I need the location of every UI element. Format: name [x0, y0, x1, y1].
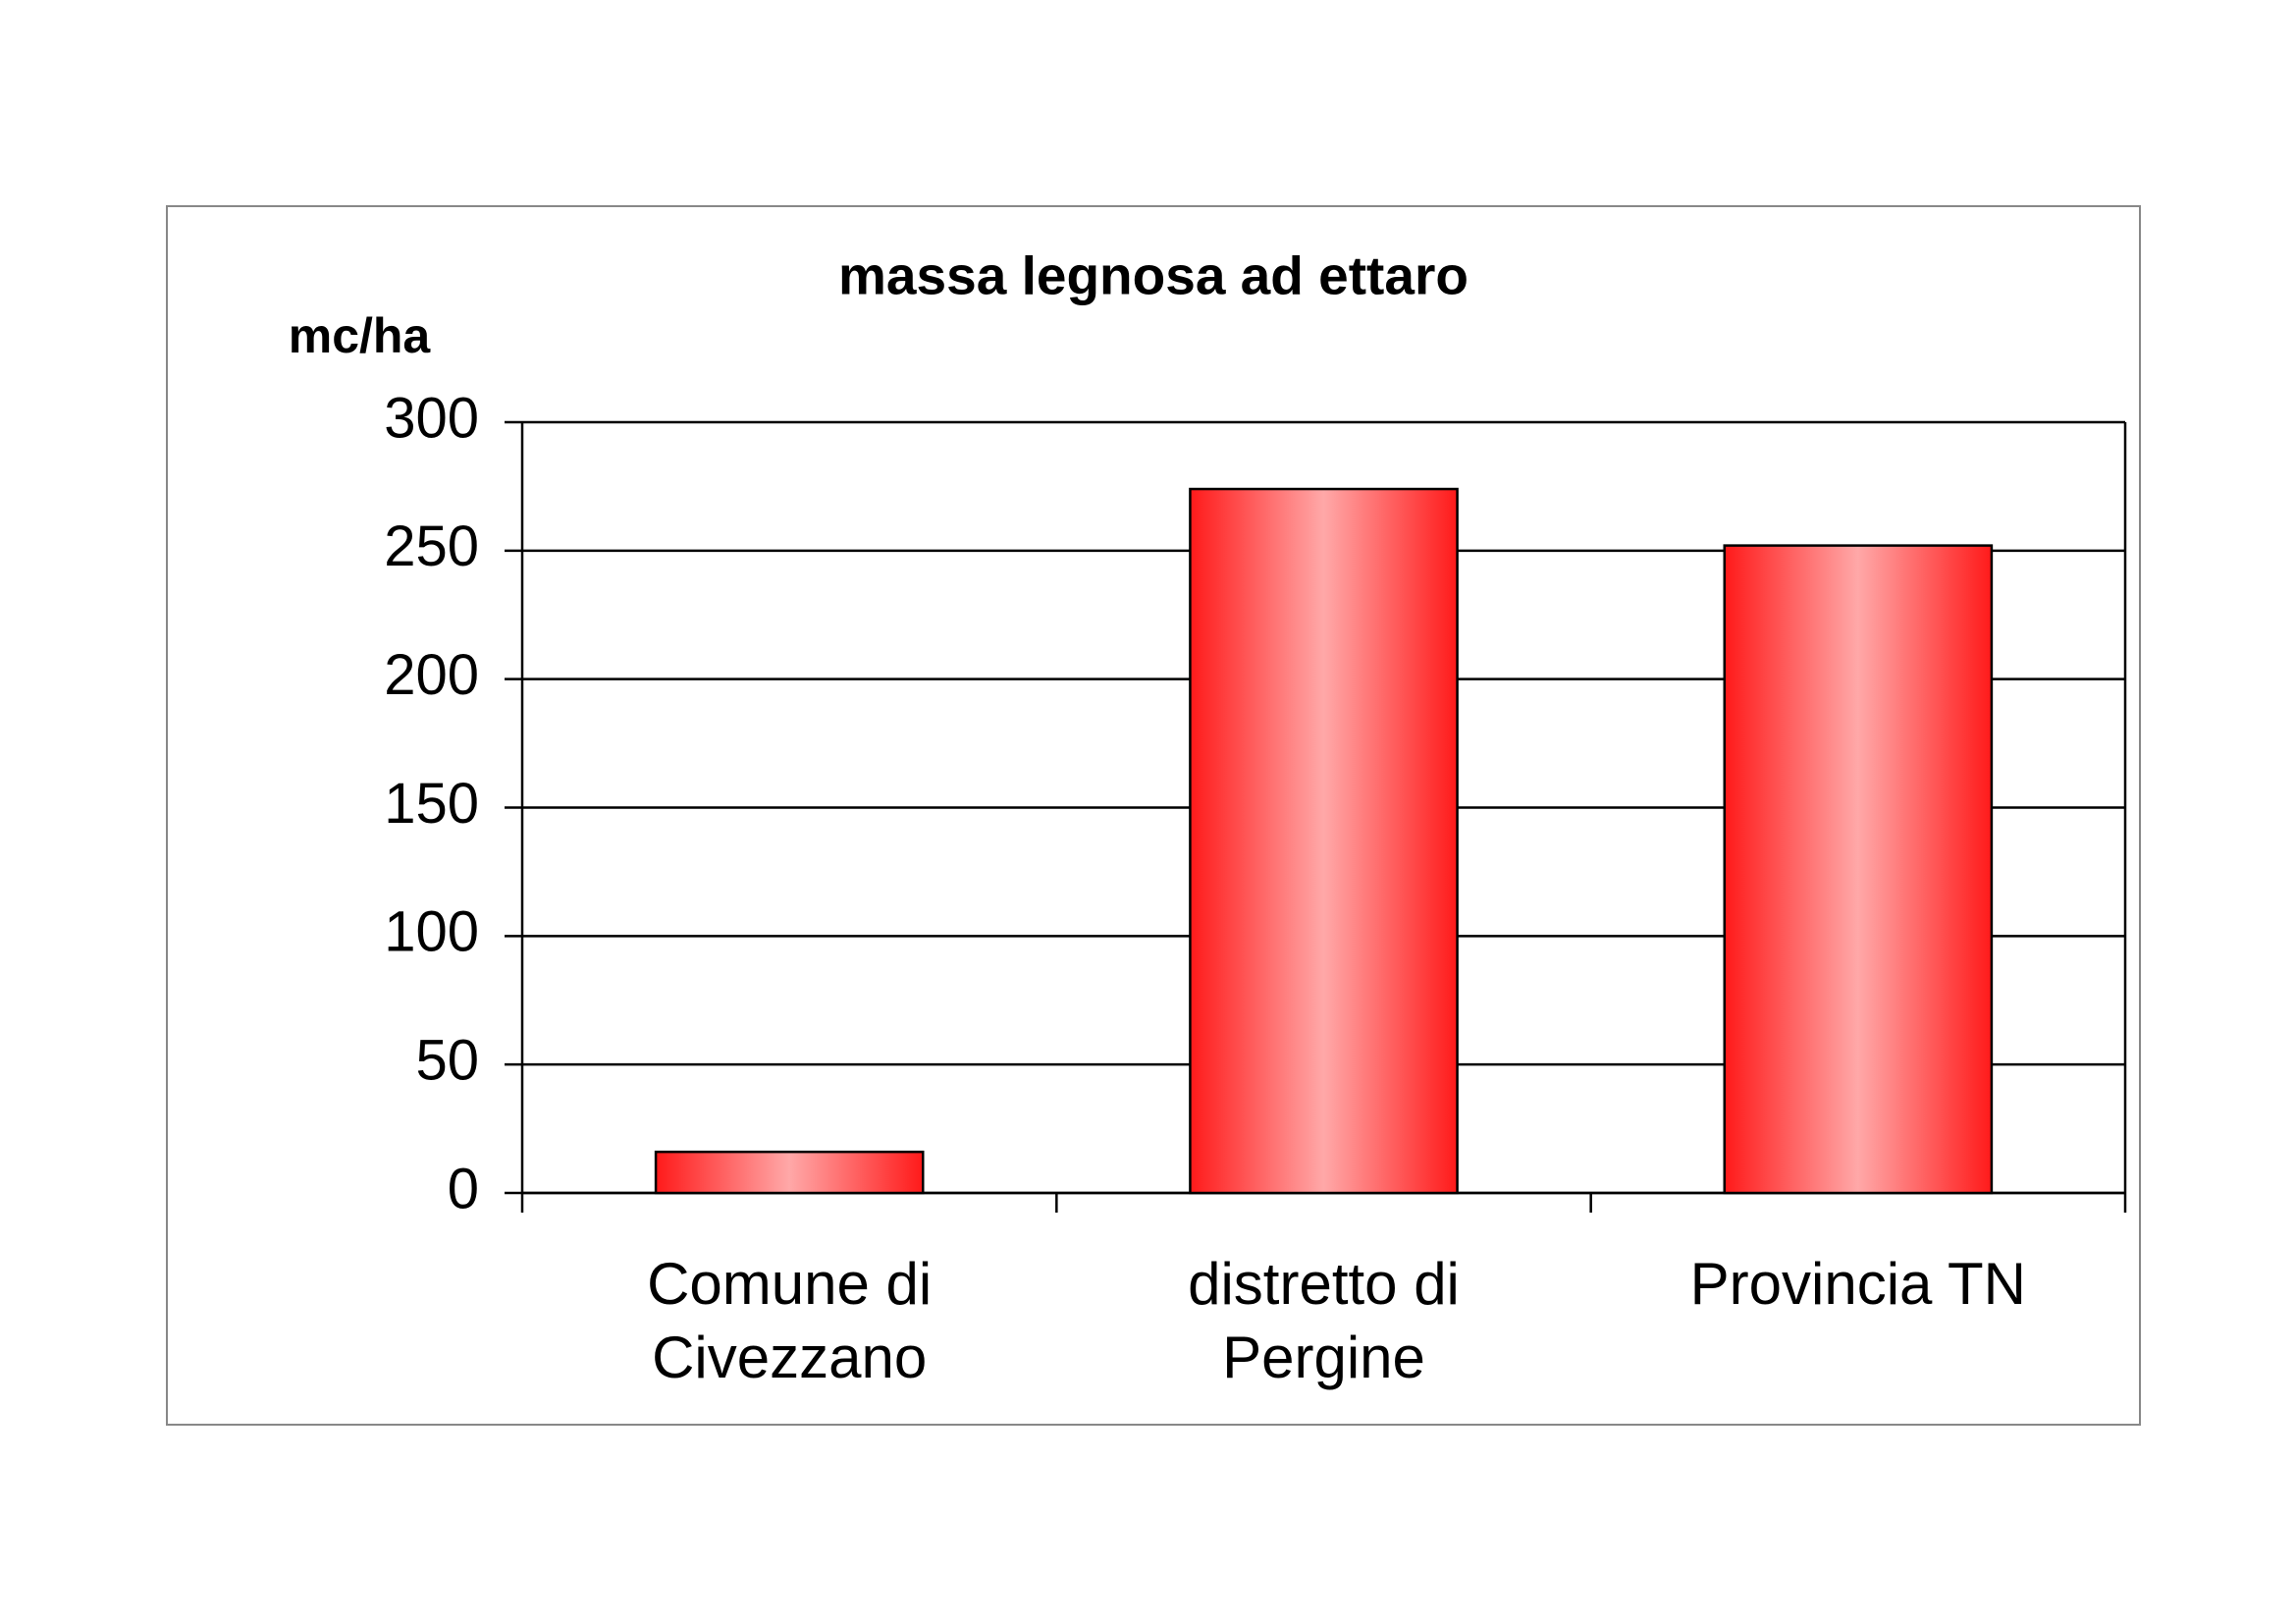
bar [1723, 544, 1994, 1195]
bar [654, 1150, 925, 1195]
y-tick-label: 0 [448, 1157, 479, 1220]
x-tick-label: Comune di Civezzano [647, 1251, 933, 1390]
chart-frame [166, 205, 2141, 1426]
x-tick-label: distretto di Pergine [1188, 1251, 1460, 1390]
x-tick-label: Provincia TN [1689, 1251, 2026, 1317]
y-axis-label: mc/ha [289, 308, 432, 363]
y-tick-label: 200 [384, 643, 479, 707]
y-tick-label: 150 [384, 772, 479, 836]
bar [1189, 487, 1459, 1195]
y-tick-label: 100 [384, 900, 479, 964]
y-tick-label: 250 [384, 514, 479, 578]
chart-title: massa legnosa ad ettaro [838, 245, 1468, 306]
y-tick-label: 50 [415, 1028, 479, 1092]
y-tick-label: 300 [384, 386, 479, 450]
